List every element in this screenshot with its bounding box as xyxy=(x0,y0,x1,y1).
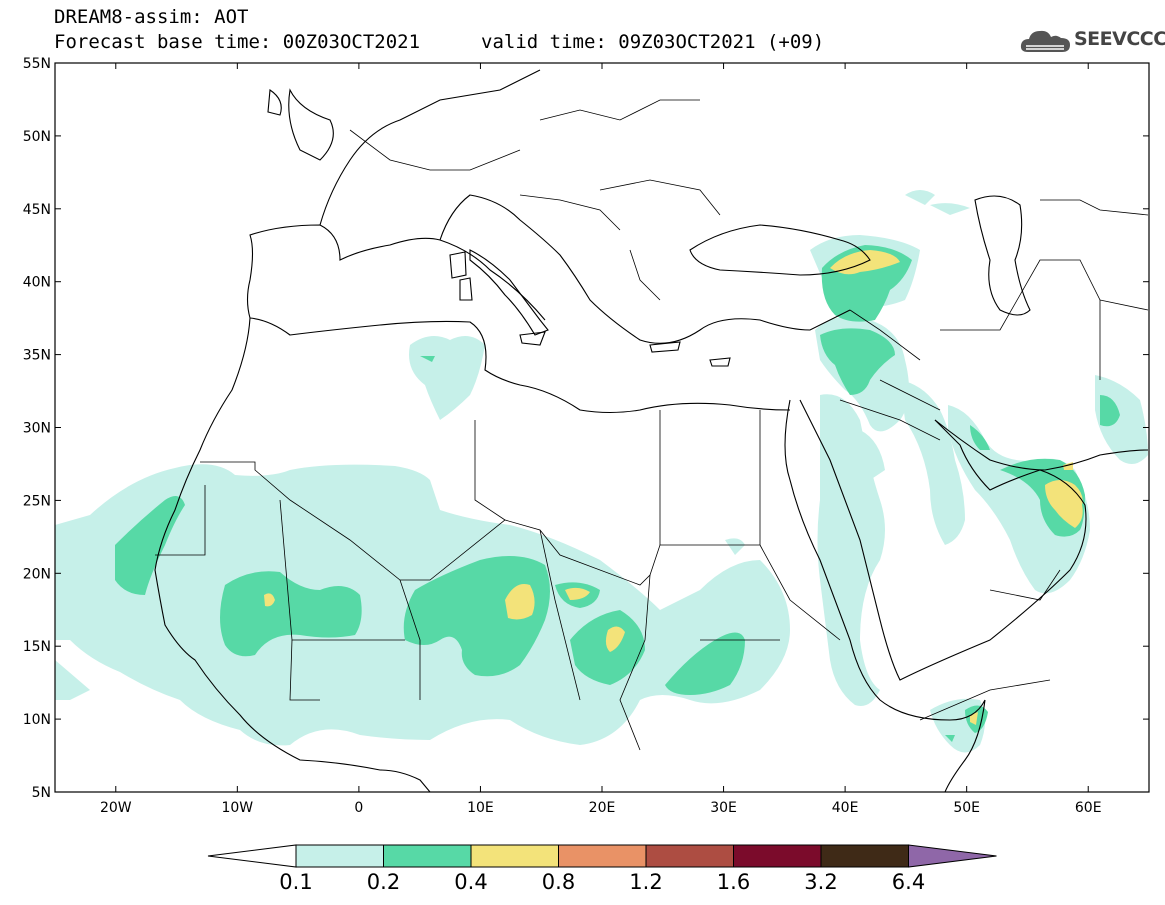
valid-time: valid time: 09Z03OCT2021 (+09) xyxy=(481,31,825,53)
colorbar-label: 3.2 xyxy=(804,870,838,894)
lat-label: 55N xyxy=(23,56,51,72)
lon-label: 60E xyxy=(1075,800,1102,816)
forecast-base-time: Forecast base time: 00Z03OCT2021 xyxy=(54,31,421,53)
colorbar-swatch xyxy=(295,844,384,868)
colorbar-swatch xyxy=(558,844,647,868)
lat-label: 40N xyxy=(23,275,51,291)
colorbar-label: 0.8 xyxy=(541,870,576,894)
lat-label: 20N xyxy=(23,566,51,582)
lon-axis: 20W 10W 0 10E 20E 30E 40E 50E 60E xyxy=(100,63,1102,816)
lat-label: 50N xyxy=(23,129,51,145)
lat-label: 35N xyxy=(23,348,51,364)
lon-label: 0 xyxy=(354,800,363,816)
cloud-icon xyxy=(1020,30,1070,52)
colorbar-overflow xyxy=(908,844,997,868)
colorbar-swatch xyxy=(470,844,559,868)
colorbar-label: 1.2 xyxy=(629,870,663,894)
colorbar-label: 0.2 xyxy=(366,870,401,894)
colorbar-swatch xyxy=(383,844,472,868)
colorbar-label: 0.4 xyxy=(454,870,488,894)
colorbar-underflow xyxy=(207,844,297,868)
lat-label: 5N xyxy=(32,785,51,801)
colorbar-label: 1.6 xyxy=(716,870,751,894)
lat-label: 25N xyxy=(23,493,51,509)
coastlines xyxy=(154,69,1149,792)
colorbar-swatch xyxy=(645,844,734,868)
colorbar-label: 6.4 xyxy=(891,870,926,894)
lon-label: 40E xyxy=(832,800,859,816)
colorbar-swatch xyxy=(820,844,909,868)
lat-axis: 55N 50N 45N 40N 35N 30N 25N 20N 15N 10N 5N xyxy=(23,56,1149,801)
seevccc-logo: SEEVCCC xyxy=(1018,24,1165,58)
lat-label: 45N xyxy=(23,202,51,218)
colorbar-swatch xyxy=(733,844,822,868)
lat-label: 30N xyxy=(23,421,51,437)
lon-label: 20W xyxy=(100,800,132,816)
aot-contours xyxy=(55,190,1148,753)
borders xyxy=(155,99,1149,751)
colorbar xyxy=(207,844,997,868)
map-title: DREAM8-assim: AOT xyxy=(54,6,249,28)
lon-label: 50E xyxy=(953,800,980,816)
aot-band-0-2 xyxy=(115,245,1120,742)
lon-label: 10E xyxy=(467,800,494,816)
lon-label: 10W xyxy=(221,800,253,816)
lon-label: 30E xyxy=(710,800,737,816)
lon-label: 20E xyxy=(589,800,616,816)
logo-text: SEEVCCC xyxy=(1074,28,1165,50)
lat-label: 10N xyxy=(23,712,51,728)
lat-label: 15N xyxy=(23,639,51,655)
colorbar-label: 0.1 xyxy=(279,870,313,894)
